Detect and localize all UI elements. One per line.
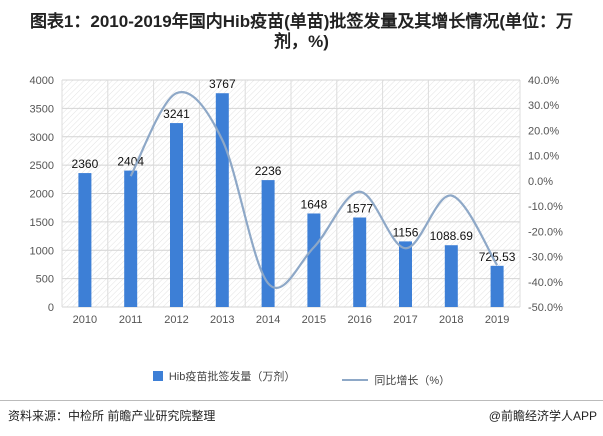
bar-data-label: 3767: [209, 77, 236, 91]
right-tick-label: -50.0%: [528, 302, 563, 314]
bar-data-label: 3241: [163, 107, 190, 121]
x-tick-label: 2017: [393, 314, 417, 326]
bar-2015: [307, 213, 321, 307]
x-tick-label: 2012: [164, 314, 188, 326]
x-tick-label: 2015: [302, 314, 326, 326]
legend-label-line: 同比增长（%）: [374, 375, 451, 387]
left-tick-label: 3500: [30, 103, 54, 115]
left-tick-label: 1500: [30, 217, 54, 229]
x-tick-label: 2014: [256, 314, 280, 326]
bar-2012: [170, 123, 183, 308]
bar-data-label: 2404: [117, 155, 144, 169]
right-tick-label: 40.0%: [528, 75, 559, 87]
right-tick-label: -20.0%: [528, 226, 563, 238]
x-tick-label: 2018: [439, 314, 463, 326]
bar-2018: [444, 245, 458, 307]
legend-label-bar: Hib疫苗批签发量（万剂）: [168, 371, 296, 383]
right-tick-label: -30.0%: [528, 252, 563, 264]
x-tick-label: 2011: [119, 314, 143, 326]
bar-data-label: 1156: [393, 225, 419, 239]
bar-data-label: 1088.69: [430, 229, 474, 243]
left-tick-label: 1000: [30, 245, 54, 257]
bar-2016: [353, 217, 367, 307]
bar-2010: [78, 173, 92, 307]
right-tick-label: -40.0%: [528, 277, 563, 289]
right-tick-label: 20.0%: [528, 125, 559, 137]
legend-item-line: 同比增长（%）: [342, 372, 450, 388]
bar-2014: [261, 180, 275, 307]
x-tick-label: 2019: [485, 314, 509, 326]
right-tick-label: 0.0%: [528, 176, 553, 188]
x-tick-label: 2013: [210, 314, 234, 326]
bar-2017: [399, 241, 412, 307]
footer: 资料来源：中检所 前瞻产业研究院整理 @前瞻经济学人APP: [0, 400, 603, 436]
bar-2019: [490, 265, 504, 307]
legend-item-bar: Hib疫苗批签发量（万剂）: [152, 368, 296, 384]
bar-data-label: 2236: [255, 164, 282, 178]
left-tick-label: 4000: [30, 75, 54, 87]
legend-swatch-bar: [152, 371, 163, 381]
left-tick-label: 3000: [30, 132, 54, 144]
bar-data-label: 2360: [72, 157, 99, 171]
left-tick-label: 2500: [30, 160, 54, 172]
legend: Hib疫苗批签发量（万剂） 同比增长（%）: [0, 368, 603, 388]
bar-data-label: 725.53: [479, 250, 516, 264]
bar-2013: [215, 93, 229, 307]
left-tick-label: 500: [36, 274, 54, 286]
right-tick-label: 30.0%: [528, 100, 559, 112]
legend-swatch-line: [342, 379, 369, 381]
growth-line: [129, 91, 499, 289]
chart-title: 图表1：2010-2019年国内Hib疫苗(单苗)批签发量及其增长情况(单位：万…: [29, 12, 574, 51]
left-tick-label: 0: [48, 302, 54, 314]
brand-label: @前瞻经济学人APP: [488, 409, 597, 423]
bar-2011: [124, 170, 138, 307]
x-tick-label: 2010: [73, 314, 97, 326]
bar-data-label: 1577: [346, 202, 373, 216]
left-tick-label: 2000: [30, 189, 54, 201]
bar-data-label: 1648: [301, 197, 328, 211]
source-note: 资料来源：中检所 前瞻产业研究院整理: [8, 409, 216, 423]
right-tick-label: -10.0%: [528, 201, 563, 213]
chart-svg: 0 500 1000 1500 2000 2500 3000 3500 4000 -50.0% -4…: [30, 75, 564, 326]
x-tick-label: 2016: [347, 314, 371, 326]
right-tick-label: 10.0%: [528, 151, 559, 163]
